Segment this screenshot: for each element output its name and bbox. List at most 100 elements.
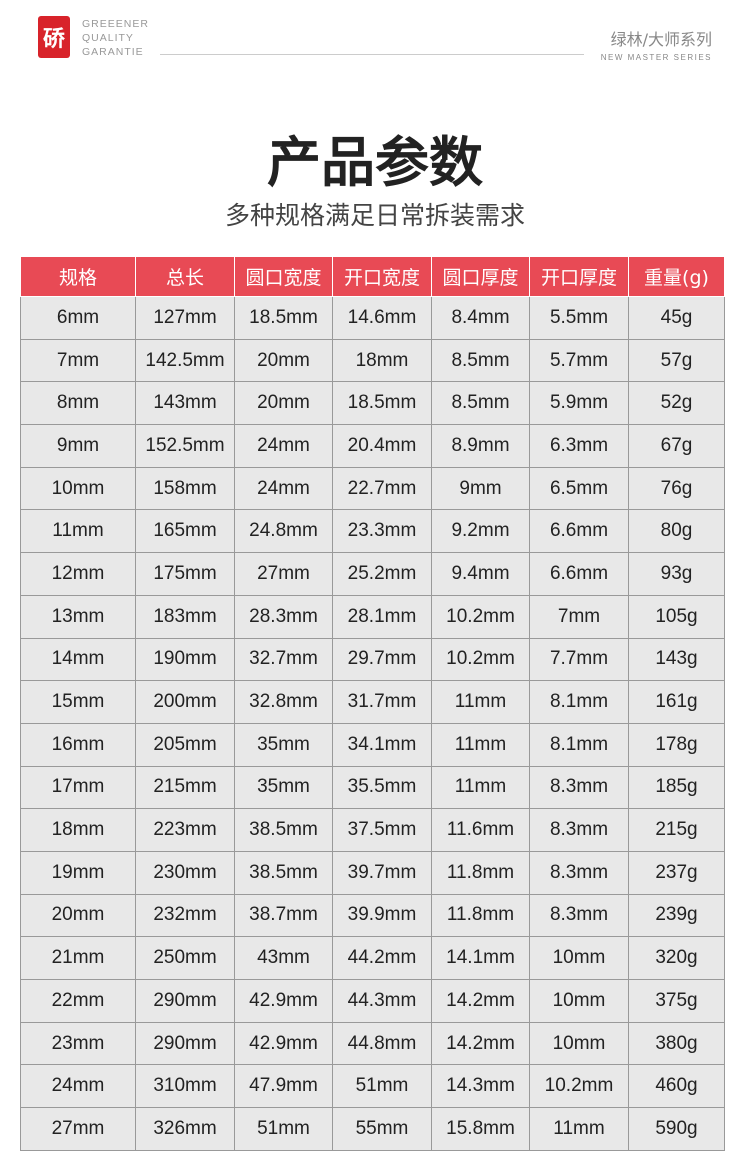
table-cell: 5.9mm — [529, 381, 629, 426]
table-cell: 185g — [628, 765, 725, 810]
series-en: NEW MASTER SERIES — [600, 53, 712, 62]
table-cell: 8mm — [20, 381, 136, 426]
table-cell: 18.5mm — [332, 381, 432, 426]
brand-line: GREEENER — [82, 18, 149, 30]
table-row: 6mm 127mm 18.5mm 14.6mm 8.4mm 5.5mm 45g — [20, 296, 725, 340]
table-cell: 11mm — [431, 765, 530, 810]
table-cell: 11.8mm — [431, 850, 530, 895]
table-cell: 47.9mm — [234, 1064, 333, 1109]
table-cell: 14.2mm — [431, 1021, 530, 1066]
table-cell: 7mm — [529, 594, 629, 639]
table-cell: 11mm — [431, 722, 530, 767]
brand-line: QUALITY — [82, 32, 134, 44]
table-cell: 10mm — [20, 466, 136, 511]
table-cell: 11.8mm — [431, 893, 530, 938]
table-cell: 10mm — [529, 979, 629, 1023]
table-cell: 178g — [628, 722, 725, 767]
table-cell: 460g — [628, 1064, 725, 1109]
table-cell: 215mm — [135, 765, 235, 810]
table-cell: 13mm — [20, 594, 136, 639]
brand-logo: 硚 — [38, 16, 70, 58]
table-cell: 44.2mm — [332, 936, 432, 980]
table-cell: 24mm — [234, 424, 333, 468]
table-cell: 310mm — [135, 1064, 235, 1109]
table-cell: 11mm — [20, 509, 136, 554]
table-row: 20mm 232mm 38.7mm 39.9mm 11.8mm 8.3mm 239g — [20, 893, 725, 938]
column-header: 圆口厚度 — [431, 256, 530, 297]
table-cell: 67g — [628, 424, 725, 468]
table-cell: 38.5mm — [234, 808, 333, 852]
table-cell: 223mm — [135, 808, 235, 852]
table-cell: 42.9mm — [234, 1021, 333, 1066]
table-cell: 6.3mm — [529, 424, 629, 468]
column-header: 规格 — [20, 256, 136, 297]
table-cell: 152.5mm — [135, 424, 235, 468]
table-cell: 38.5mm — [234, 850, 333, 895]
table-cell: 76g — [628, 466, 725, 511]
table-cell: 14.6mm — [332, 296, 432, 340]
table-cell: 31.7mm — [332, 680, 432, 724]
series-label: 绿林/大师系列 NEW MASTER SERIES — [601, 26, 712, 62]
table-cell: 215g — [628, 808, 725, 852]
table-cell: 8.1mm — [529, 680, 629, 724]
brand-line: GARANTIE — [82, 46, 144, 58]
table-cell: 11mm — [529, 1107, 629, 1151]
table-cell: 20mm — [234, 381, 333, 426]
table-cell: 239g — [628, 893, 725, 938]
table-cell: 326mm — [135, 1107, 235, 1151]
table-cell: 190mm — [135, 637, 235, 682]
table-cell: 143mm — [135, 381, 235, 426]
table-cell: 15.8mm — [431, 1107, 530, 1151]
table-cell: 8.5mm — [431, 381, 530, 426]
table-cell: 10.2mm — [431, 637, 530, 682]
table-cell: 18mm — [20, 808, 136, 852]
table-row: 24mm 310mm 47.9mm 51mm 14.3mm 10.2mm 460g — [20, 1064, 725, 1109]
table-row: 23mm 290mm 42.9mm 44.8mm 14.2mm 10mm 380g — [20, 1021, 725, 1066]
table-cell: 175mm — [135, 552, 235, 596]
table-cell: 25.2mm — [332, 552, 432, 596]
table-cell: 12mm — [20, 552, 136, 596]
table-cell: 28.1mm — [332, 594, 432, 639]
table-cell: 380g — [628, 1021, 725, 1066]
table-cell: 21mm — [20, 936, 136, 980]
table-cell: 39.9mm — [332, 893, 432, 938]
table-cell: 10mm — [529, 936, 629, 980]
table-cell: 38.7mm — [234, 893, 333, 938]
table-cell: 51mm — [332, 1064, 432, 1109]
table-cell: 200mm — [135, 680, 235, 724]
table-cell: 6.6mm — [529, 509, 629, 554]
table-cell: 290mm — [135, 1021, 235, 1066]
table-row: 15mm 200mm 32.8mm 31.7mm 11mm 8.1mm 161g — [20, 680, 725, 724]
table-cell: 44.8mm — [332, 1021, 432, 1066]
table-cell: 6.5mm — [529, 466, 629, 511]
table-cell: 29.7mm — [332, 637, 432, 682]
table-cell: 9.4mm — [431, 552, 530, 596]
table-row: 21mm 250mm 43mm 44.2mm 14.1mm 10mm 320g — [20, 936, 725, 980]
table-cell: 23.3mm — [332, 509, 432, 554]
table-cell: 205mm — [135, 722, 235, 767]
table-cell: 7.7mm — [529, 637, 629, 682]
table-cell: 7mm — [20, 338, 136, 383]
table-cell: 8.9mm — [431, 424, 530, 468]
table-cell: 6mm — [20, 296, 136, 340]
table-cell: 9.2mm — [431, 509, 530, 554]
table-cell: 8.3mm — [529, 765, 629, 810]
table-cell: 142.5mm — [135, 338, 235, 383]
table-cell: 161g — [628, 680, 725, 724]
table-cell: 35mm — [234, 765, 333, 810]
column-header: 开口宽度 — [332, 256, 432, 297]
table-cell: 17mm — [20, 765, 136, 810]
table-row: 13mm 183mm 28.3mm 28.1mm 10.2mm 7mm 105g — [20, 594, 725, 639]
table-cell: 80g — [628, 509, 725, 554]
table-cell: 35mm — [234, 722, 333, 767]
table-cell: 237g — [628, 850, 725, 895]
table-cell: 10.2mm — [431, 594, 530, 639]
table-cell: 250mm — [135, 936, 235, 980]
table-cell: 19mm — [20, 850, 136, 895]
table-row: 9mm 152.5mm 24mm 20.4mm 8.9mm 6.3mm 67g — [20, 424, 725, 468]
column-header: 开口厚度 — [529, 256, 629, 297]
column-header: 圆口宽度 — [234, 256, 333, 297]
table-cell: 34.1mm — [332, 722, 432, 767]
table-row: 14mm 190mm 32.7mm 29.7mm 10.2mm 7.7mm 143g — [20, 637, 725, 682]
table-cell: 8.3mm — [529, 808, 629, 852]
